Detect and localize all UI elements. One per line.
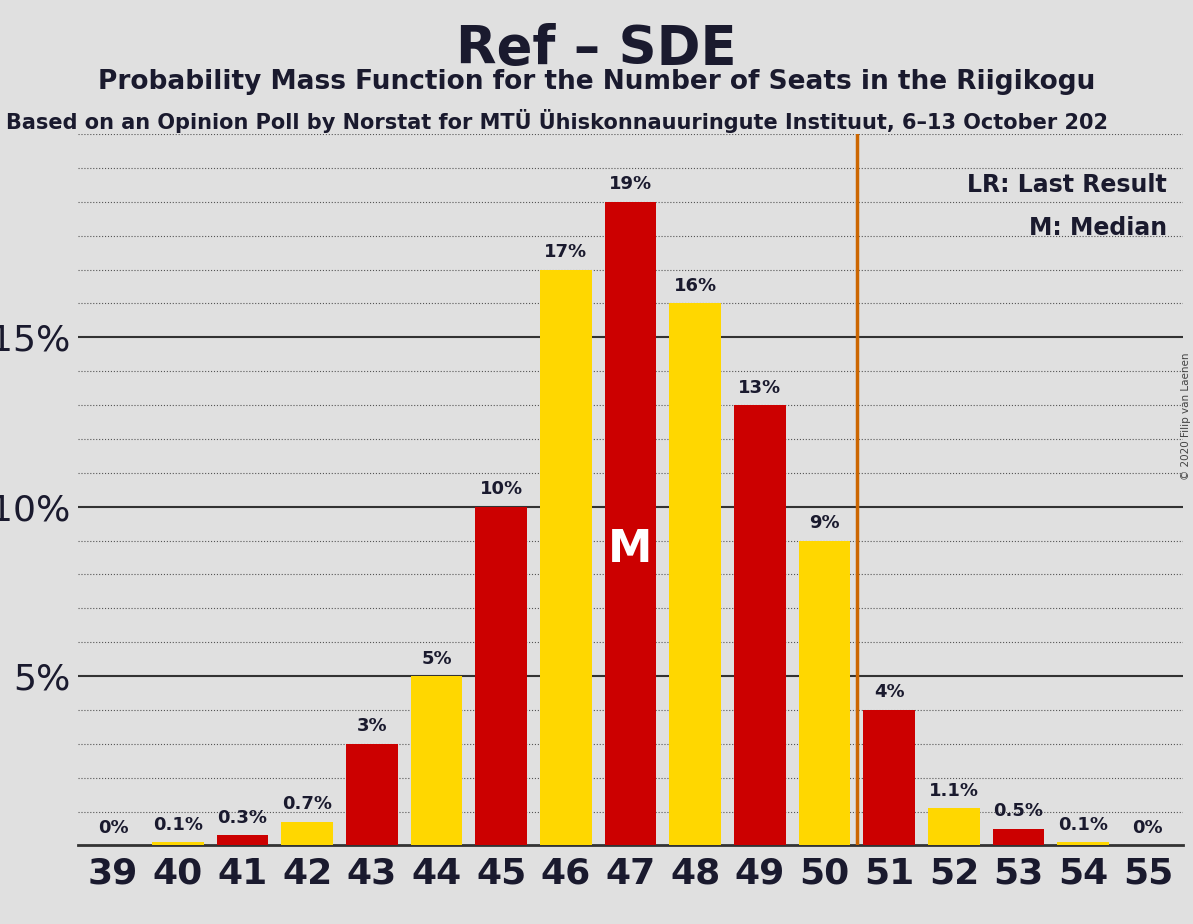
Text: © 2020 Filip van Laenen: © 2020 Filip van Laenen: [1181, 352, 1191, 480]
Text: 4%: 4%: [874, 684, 904, 701]
Bar: [864, 710, 915, 845]
Bar: [282, 821, 333, 845]
Text: LR: Last Result: LR: Last Result: [968, 173, 1167, 197]
Text: Based on an Opinion Poll by Norstat for MTÜ Ühiskonnauuringute Instituut, 6–13 O: Based on an Opinion Poll by Norstat for …: [6, 109, 1108, 133]
Bar: [475, 506, 527, 845]
Text: 0.1%: 0.1%: [153, 816, 203, 833]
Text: Probability Mass Function for the Number of Seats in the Riigikogu: Probability Mass Function for the Number…: [98, 69, 1095, 95]
Bar: [605, 201, 656, 845]
Bar: [798, 541, 851, 845]
Text: 0.3%: 0.3%: [217, 808, 267, 827]
Text: 9%: 9%: [809, 514, 840, 532]
Text: 0.1%: 0.1%: [1058, 816, 1108, 833]
Bar: [734, 405, 786, 845]
Bar: [540, 270, 592, 845]
Text: 1.1%: 1.1%: [929, 782, 979, 800]
Text: 10%: 10%: [480, 480, 523, 498]
Text: 3%: 3%: [357, 717, 387, 736]
Text: LR: LR: [413, 758, 460, 791]
Text: 5%: 5%: [421, 650, 452, 667]
Text: 16%: 16%: [674, 277, 717, 295]
Bar: [217, 835, 268, 845]
Bar: [669, 303, 721, 845]
Bar: [410, 676, 463, 845]
Text: 0.7%: 0.7%: [282, 796, 332, 813]
Bar: [1057, 842, 1109, 845]
Bar: [993, 829, 1044, 845]
Text: Ref – SDE: Ref – SDE: [456, 23, 737, 75]
Text: 0%: 0%: [1132, 819, 1163, 837]
Text: 0.5%: 0.5%: [994, 802, 1044, 821]
Text: 13%: 13%: [738, 379, 781, 396]
Text: M: Median: M: Median: [1028, 216, 1167, 240]
Bar: [928, 808, 979, 845]
Bar: [152, 842, 204, 845]
Bar: [346, 744, 397, 845]
Text: M: M: [608, 528, 653, 571]
Text: 0%: 0%: [98, 819, 129, 837]
Text: 19%: 19%: [608, 176, 653, 193]
Text: 17%: 17%: [544, 243, 587, 261]
